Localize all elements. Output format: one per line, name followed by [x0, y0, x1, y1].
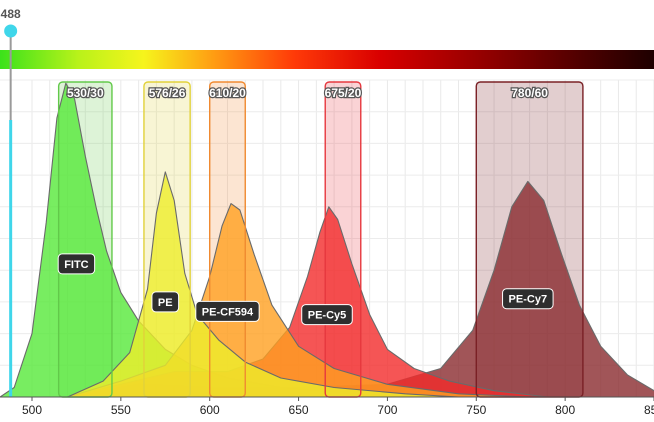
- dye-label-background: [195, 300, 260, 322]
- dye-labels: FITC PE-Cy7 PE-Cy5 PE-CF594 PE: [57, 253, 554, 326]
- emission-curves: [0, 82, 654, 398]
- x-tick-label: 600: [200, 403, 220, 417]
- filter-band-label: 675/20: [325, 86, 362, 100]
- x-tick-label: 700: [377, 403, 397, 417]
- dye-label[interactable]: PE-Cy5: [301, 304, 353, 326]
- x-tick-label: 550: [111, 403, 131, 417]
- filter-band-label: 610/20: [209, 86, 246, 100]
- dye-label-text: FITC: [64, 259, 88, 271]
- dye-label-background: [502, 288, 554, 310]
- dye-label[interactable]: FITC: [57, 253, 96, 275]
- x-tick-label: 850: [644, 403, 654, 417]
- dye-label[interactable]: PE-CF594: [195, 300, 260, 322]
- emission-curve-fill: [67, 171, 459, 397]
- dye-label-background: [57, 253, 96, 275]
- x-axis: 500 550 600 650 700 750 800 850: [0, 396, 654, 417]
- x-tick-label: 750: [466, 403, 486, 417]
- filter-band-label: 780/60: [511, 86, 548, 100]
- emission-curve-outline: [67, 171, 459, 398]
- dye-label-background: [301, 304, 353, 326]
- emission-curve-fill: [67, 181, 654, 397]
- filter-band-label: 576/26: [149, 86, 186, 100]
- laser-wavelength-label: 488: [1, 7, 21, 21]
- spectrum-color-bar: [0, 50, 654, 69]
- x-tick-label: 500: [22, 403, 42, 417]
- emission-curve-fill: [67, 206, 548, 397]
- dye-label-text: PE-Cy5: [308, 310, 347, 322]
- laser-line[interactable]: 488: [1, 7, 21, 397]
- emission-curve-fill: [0, 83, 423, 397]
- x-tick-label: 650: [289, 403, 309, 417]
- dye-label-text: PE: [158, 297, 173, 309]
- dye-label[interactable]: PE: [151, 291, 180, 313]
- laser-handle[interactable]: [4, 24, 18, 38]
- x-tick-label: 800: [555, 403, 575, 417]
- dye-label[interactable]: PE-Cy7: [502, 288, 554, 310]
- dye-label-background: [151, 291, 180, 313]
- filter-band-outlines: 530/30 576/26 610/20 675/20 780/60: [57, 81, 584, 398]
- filter-band-label: 530/30: [67, 86, 104, 100]
- dye-label-text: PE-CF594: [202, 306, 254, 318]
- dye-label-text: PE-Cy7: [509, 294, 548, 306]
